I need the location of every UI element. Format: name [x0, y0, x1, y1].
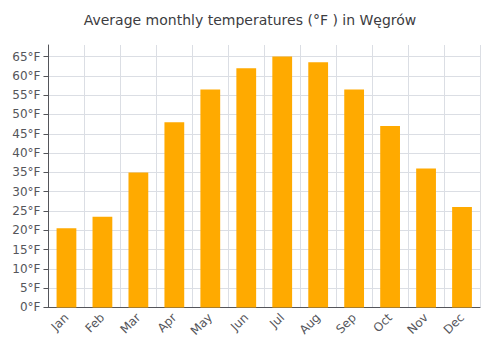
svg-text:65°F: 65°F — [12, 50, 40, 64]
svg-text:Aug: Aug — [297, 311, 323, 337]
svg-text:Average monthly temperatures (: Average monthly temperatures (°F ) in Wę… — [84, 12, 417, 28]
svg-text:May: May — [188, 311, 215, 338]
svg-text:60°F: 60°F — [12, 69, 40, 83]
svg-text:Jan: Jan — [48, 311, 72, 335]
svg-text:45°F: 45°F — [12, 127, 40, 141]
svg-text:25°F: 25°F — [12, 204, 40, 218]
svg-text:Dec: Dec — [441, 311, 467, 337]
svg-text:50°F: 50°F — [12, 107, 40, 121]
svg-text:Jun: Jun — [227, 311, 251, 335]
svg-text:Nov: Nov — [405, 311, 431, 337]
svg-text:20°F: 20°F — [12, 223, 40, 237]
svg-text:5°F: 5°F — [20, 281, 41, 295]
svg-text:30°F: 30°F — [12, 185, 40, 199]
svg-text:Oct: Oct — [370, 310, 395, 335]
svg-text:40°F: 40°F — [12, 146, 40, 160]
svg-text:Mar: Mar — [117, 310, 143, 336]
svg-text:Apr: Apr — [155, 310, 180, 335]
svg-text:Feb: Feb — [82, 311, 107, 336]
svg-text:35°F: 35°F — [12, 165, 40, 179]
svg-text:0°F: 0°F — [20, 300, 41, 314]
svg-text:55°F: 55°F — [12, 88, 40, 102]
svg-text:Jul: Jul — [266, 311, 287, 332]
svg-text:10°F: 10°F — [12, 262, 40, 276]
svg-text:15°F: 15°F — [12, 243, 40, 257]
svg-text:Sep: Sep — [333, 311, 359, 337]
